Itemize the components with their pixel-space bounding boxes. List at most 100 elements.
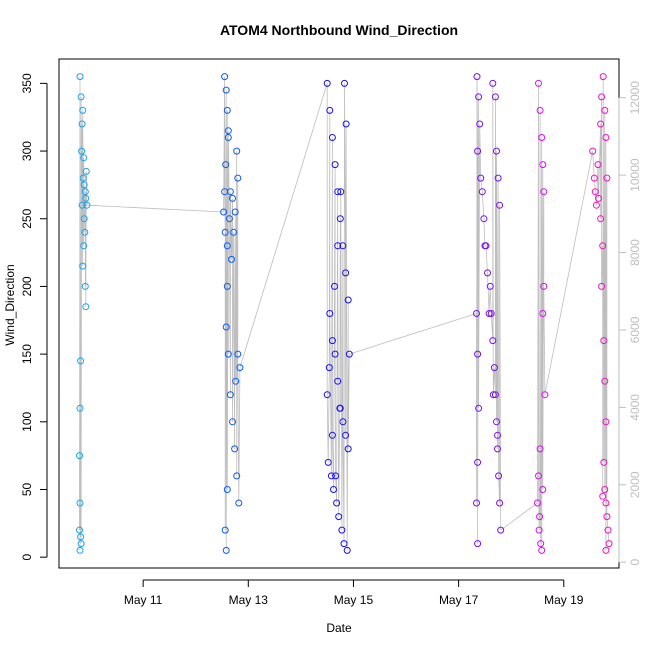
point-s4-15 [536, 513, 544, 521]
point-s1-28 [234, 350, 242, 358]
point-s4-12 [540, 282, 548, 290]
point-s1-1 [222, 86, 230, 94]
series-line-1 [223, 76, 241, 551]
x-tick-label: May 13 [229, 593, 269, 607]
point-s1-10 [229, 194, 236, 202]
point-s1-18 [224, 350, 232, 358]
point-s3-17 [496, 499, 504, 507]
point-s3-18 [497, 526, 505, 534]
point-s5-24 [597, 215, 605, 223]
point-s1-0 [221, 73, 229, 81]
point-s5-11 [599, 242, 607, 250]
point-s4-4 [540, 188, 548, 196]
point-s2-29 [341, 79, 348, 87]
point-s3-20 [491, 93, 499, 101]
point-s2-9 [326, 310, 334, 317]
point-s4-9 [537, 540, 545, 548]
y2-tick-label: 0 [628, 559, 642, 566]
gap-line-3 [500, 502, 538, 531]
point-s2-10 [328, 337, 336, 345]
point-s1-22 [233, 472, 241, 480]
point-s1-6 [220, 208, 228, 216]
y-tick-label: 250 [20, 208, 34, 228]
gap-line-4 [544, 150, 594, 395]
connecting-lines [79, 76, 610, 551]
x-axis-label: Date [326, 621, 352, 635]
point-s0-7 [80, 242, 88, 250]
y2-tick-label: 6000 [628, 316, 642, 343]
point-s5-10 [603, 174, 611, 182]
point-s0-11 [82, 194, 90, 202]
point-s5-4 [594, 161, 602, 169]
point-s0-15 [82, 303, 90, 311]
point-s2-34 [332, 472, 340, 480]
y2-tick-label: 10000 [628, 158, 642, 192]
point-s3-24 [473, 310, 480, 317]
point-s2-11 [331, 350, 339, 358]
point-s5-17 [601, 486, 609, 493]
point-s4-5 [536, 445, 544, 453]
point-s2-27 [325, 364, 333, 372]
point-s5-25 [595, 194, 602, 202]
point-s3-11 [489, 337, 497, 345]
point-s1-17 [222, 323, 230, 331]
point-s0-23 [77, 540, 85, 548]
point-s0-24 [79, 106, 87, 114]
point-s2-0 [323, 79, 331, 87]
point-s3-30 [482, 242, 490, 250]
point-s2-7 [342, 269, 350, 277]
point-s5-2 [591, 188, 599, 196]
point-s1-8 [223, 242, 231, 250]
point-s0-1 [77, 93, 85, 101]
point-s1-14 [231, 208, 239, 216]
series-line-3 [476, 76, 502, 544]
point-s5-6 [598, 93, 606, 101]
point-s5-18 [602, 499, 610, 507]
point-s1-27 [232, 377, 240, 385]
point-s3-23 [496, 201, 504, 209]
point-s3-8 [484, 269, 491, 277]
point-s2-26 [323, 391, 331, 399]
point-s3-19 [489, 79, 497, 87]
point-s4-8 [535, 526, 543, 534]
point-s2-2 [328, 134, 336, 141]
point-s5-5 [597, 120, 605, 128]
gap-line-1 [239, 83, 328, 368]
point-s0-4 [79, 174, 87, 182]
point-s4-11 [539, 310, 547, 317]
point-s1-23 [235, 499, 243, 507]
point-s0-26 [80, 181, 88, 189]
series-line-5 [592, 76, 610, 551]
point-s5-3 [592, 201, 600, 209]
y-tick-label: 300 [20, 141, 34, 161]
point-s1-3 [224, 134, 232, 141]
gap-line-2 [349, 313, 477, 355]
y2-tick-label: 2000 [628, 471, 642, 498]
point-s2-23 [340, 540, 348, 548]
point-s2-22 [338, 526, 346, 534]
point-s0-0 [76, 73, 84, 81]
y2-tick-label: 12000 [628, 81, 642, 115]
point-s0-12 [83, 201, 91, 209]
y-tick-label: 350 [20, 73, 34, 93]
point-s4-13 [541, 391, 549, 399]
point-s1-19 [226, 391, 234, 399]
point-s0-14 [81, 282, 89, 290]
x-axis: May 11 May 13 May 15 May 17 May 19 [124, 579, 584, 607]
point-s5-23 [599, 492, 607, 500]
chart-title: ATOM4 Northbound Wind_Direction [220, 22, 458, 38]
y-tick-label: 50 [20, 482, 34, 496]
point-s5-16 [600, 458, 608, 466]
point-s3-28 [473, 499, 480, 507]
point-s2-31 [331, 282, 338, 290]
point-s1-21 [231, 445, 239, 453]
point-s0-17 [76, 404, 84, 412]
point-s0-5 [78, 201, 86, 209]
point-s3-4 [477, 174, 485, 182]
point-s1-2 [223, 106, 231, 114]
point-s0-22 [76, 546, 84, 554]
point-s3-32 [489, 391, 497, 399]
point-s2-28 [337, 188, 345, 196]
point-s0-8 [79, 262, 87, 270]
point-s3-12 [490, 364, 498, 372]
